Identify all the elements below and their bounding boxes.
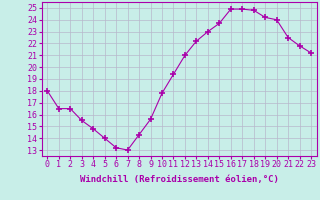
- X-axis label: Windchill (Refroidissement éolien,°C): Windchill (Refroidissement éolien,°C): [80, 175, 279, 184]
